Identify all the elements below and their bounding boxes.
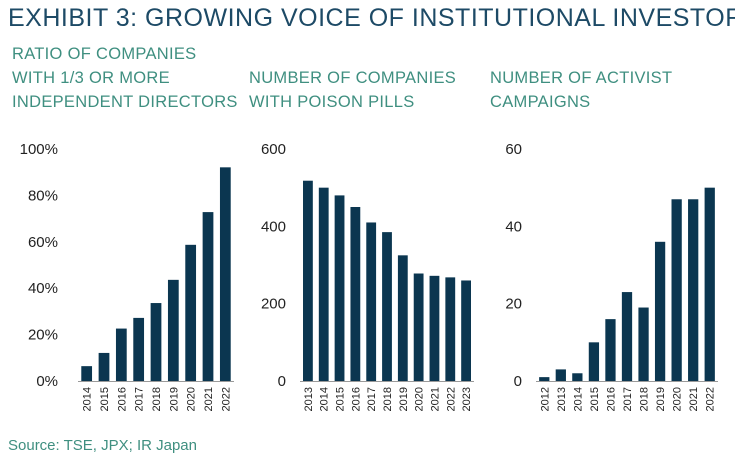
panel-title-line: NUMBER OF ACTIVIST [490, 69, 673, 87]
bar-2018 [638, 307, 649, 381]
x-tick-label: 2016 [350, 387, 362, 411]
panel-title-line: WITH 1/3 OR MORE [12, 69, 170, 87]
x-tick-label: 2015 [335, 387, 347, 411]
y-tick-label: 80% [28, 187, 58, 204]
bar-2021 [688, 199, 699, 381]
x-tick-label: 2019 [655, 387, 667, 411]
y-tick-label: 400 [261, 218, 286, 235]
x-tick-label: 2015 [589, 387, 601, 411]
bar-2021 [429, 275, 440, 381]
x-tick-label: 2014 [319, 387, 331, 411]
chart-independent-directors: 0% 20% 40% 60% 80% 100% 2014 2015 2016 2017 2018 20… [20, 141, 234, 411]
bar-2018 [150, 303, 162, 381]
bar-2013 [555, 369, 566, 381]
x-tick-label: 2021 [203, 387, 215, 411]
y-tick-label: 100% [20, 141, 58, 158]
x-tick-label: 2018 [382, 387, 394, 411]
bar-2015 [588, 342, 600, 381]
y-tick-label: 0% [36, 373, 58, 390]
y-tick-label: 20 [505, 296, 522, 313]
y-tick-label: 40% [28, 280, 58, 297]
bar-2014 [572, 373, 583, 381]
x-tick-label: 2020 [186, 387, 198, 411]
bar-2015 [334, 195, 345, 381]
bar-2020 [413, 273, 424, 381]
y-tick-label: 60% [28, 234, 58, 251]
x-tick-label: 2013 [556, 387, 568, 411]
y-tick-label: 600 [261, 141, 286, 158]
x-tick-label: 2018 [151, 387, 163, 411]
bar-2015 [98, 352, 110, 381]
bar-2022 [445, 277, 456, 381]
bar-2014 [318, 187, 329, 381]
bar-2017 [366, 222, 377, 381]
x-tick-label: 2014 [572, 387, 584, 411]
x-tick-label: 2015 [99, 387, 111, 411]
bar-2012 [539, 377, 550, 381]
x-tick-label: 2022 [445, 387, 457, 411]
bar-2016 [350, 207, 361, 381]
panel-title-line: NUMBER OF COMPANIES [249, 69, 457, 87]
chart-activist-campaigns: 0 20 40 60 2012 2013 2014 2015 2016 2017 2018 2019 2… [505, 141, 718, 411]
bar-2019 [397, 255, 408, 381]
y-tick-label: 60 [505, 141, 522, 158]
x-tick-label: 2014 [82, 387, 94, 411]
bar-2022 [219, 167, 231, 381]
x-tick-label: 2017 [366, 387, 378, 411]
x-tick-label: 2016 [116, 387, 128, 411]
bar-2023 [461, 280, 471, 381]
panel-title-poison-pills: NUMBER OF COMPANIES WITH POISON PILLS [249, 66, 456, 114]
bar-2014 [81, 366, 93, 381]
exhibit-title: EXHIBIT 3: GROWING VOICE OF INSTITUTIONA… [8, 4, 735, 32]
source-note: Source: TSE, JPX; IR Japan [8, 437, 197, 454]
x-tick-label: 2019 [168, 387, 180, 411]
x-tick-label: 2019 [398, 387, 410, 411]
bar-2016 [605, 319, 616, 381]
x-tick-label: 2012 [539, 387, 551, 411]
bar-2019 [167, 279, 179, 381]
bar-2017 [621, 292, 633, 381]
panel-title-activist-campaigns: NUMBER OF ACTIVIST CAMPAIGNS [490, 66, 672, 114]
x-tick-label: 2021 [429, 387, 441, 411]
panel-title-line: CAMPAIGNS [490, 93, 591, 111]
x-tick-label: 2020 [414, 387, 426, 411]
x-tick-label: 2018 [639, 387, 651, 411]
x-tick-label: 2017 [622, 387, 634, 411]
bar-2021 [202, 212, 214, 381]
bar-2019 [654, 241, 666, 381]
panel-title-line: RATIO OF COMPANIES [12, 45, 197, 63]
bar-2017 [133, 317, 145, 381]
x-tick-label: 2017 [134, 387, 146, 411]
x-tick-label: 2020 [672, 387, 684, 411]
x-tick-label: 2022 [220, 387, 232, 411]
x-tick-label: 2023 [461, 387, 473, 411]
bar-2022 [704, 187, 715, 381]
panel-title-independent-directors: RATIO OF COMPANIES WITH 1/3 OR MORE INDE… [12, 42, 238, 114]
x-tick-label: 2022 [705, 387, 717, 411]
panel-title-line: WITH POISON PILLS [249, 93, 415, 111]
y-tick-label: 0 [514, 373, 522, 390]
y-tick-label: 40 [505, 218, 522, 235]
bar-2013 [303, 180, 313, 381]
bar-2020 [185, 244, 197, 381]
panel-title-line: INDEPENDENT DIRECTORS [12, 93, 238, 111]
x-tick-label: 2016 [605, 387, 617, 411]
x-tick-label: 2021 [688, 387, 700, 411]
x-tick-label: 2013 [303, 387, 315, 411]
y-tick-label: 20% [28, 327, 58, 344]
y-tick-label: 0 [278, 373, 286, 390]
y-tick-label: 200 [261, 296, 286, 313]
bar-2016 [115, 328, 127, 381]
bar-2020 [671, 199, 682, 381]
chart-poison-pills: 0 200 400 600 2013 2014 2015 2016 2017 2018 2019 20… [261, 141, 474, 411]
bar-2018 [382, 232, 392, 381]
